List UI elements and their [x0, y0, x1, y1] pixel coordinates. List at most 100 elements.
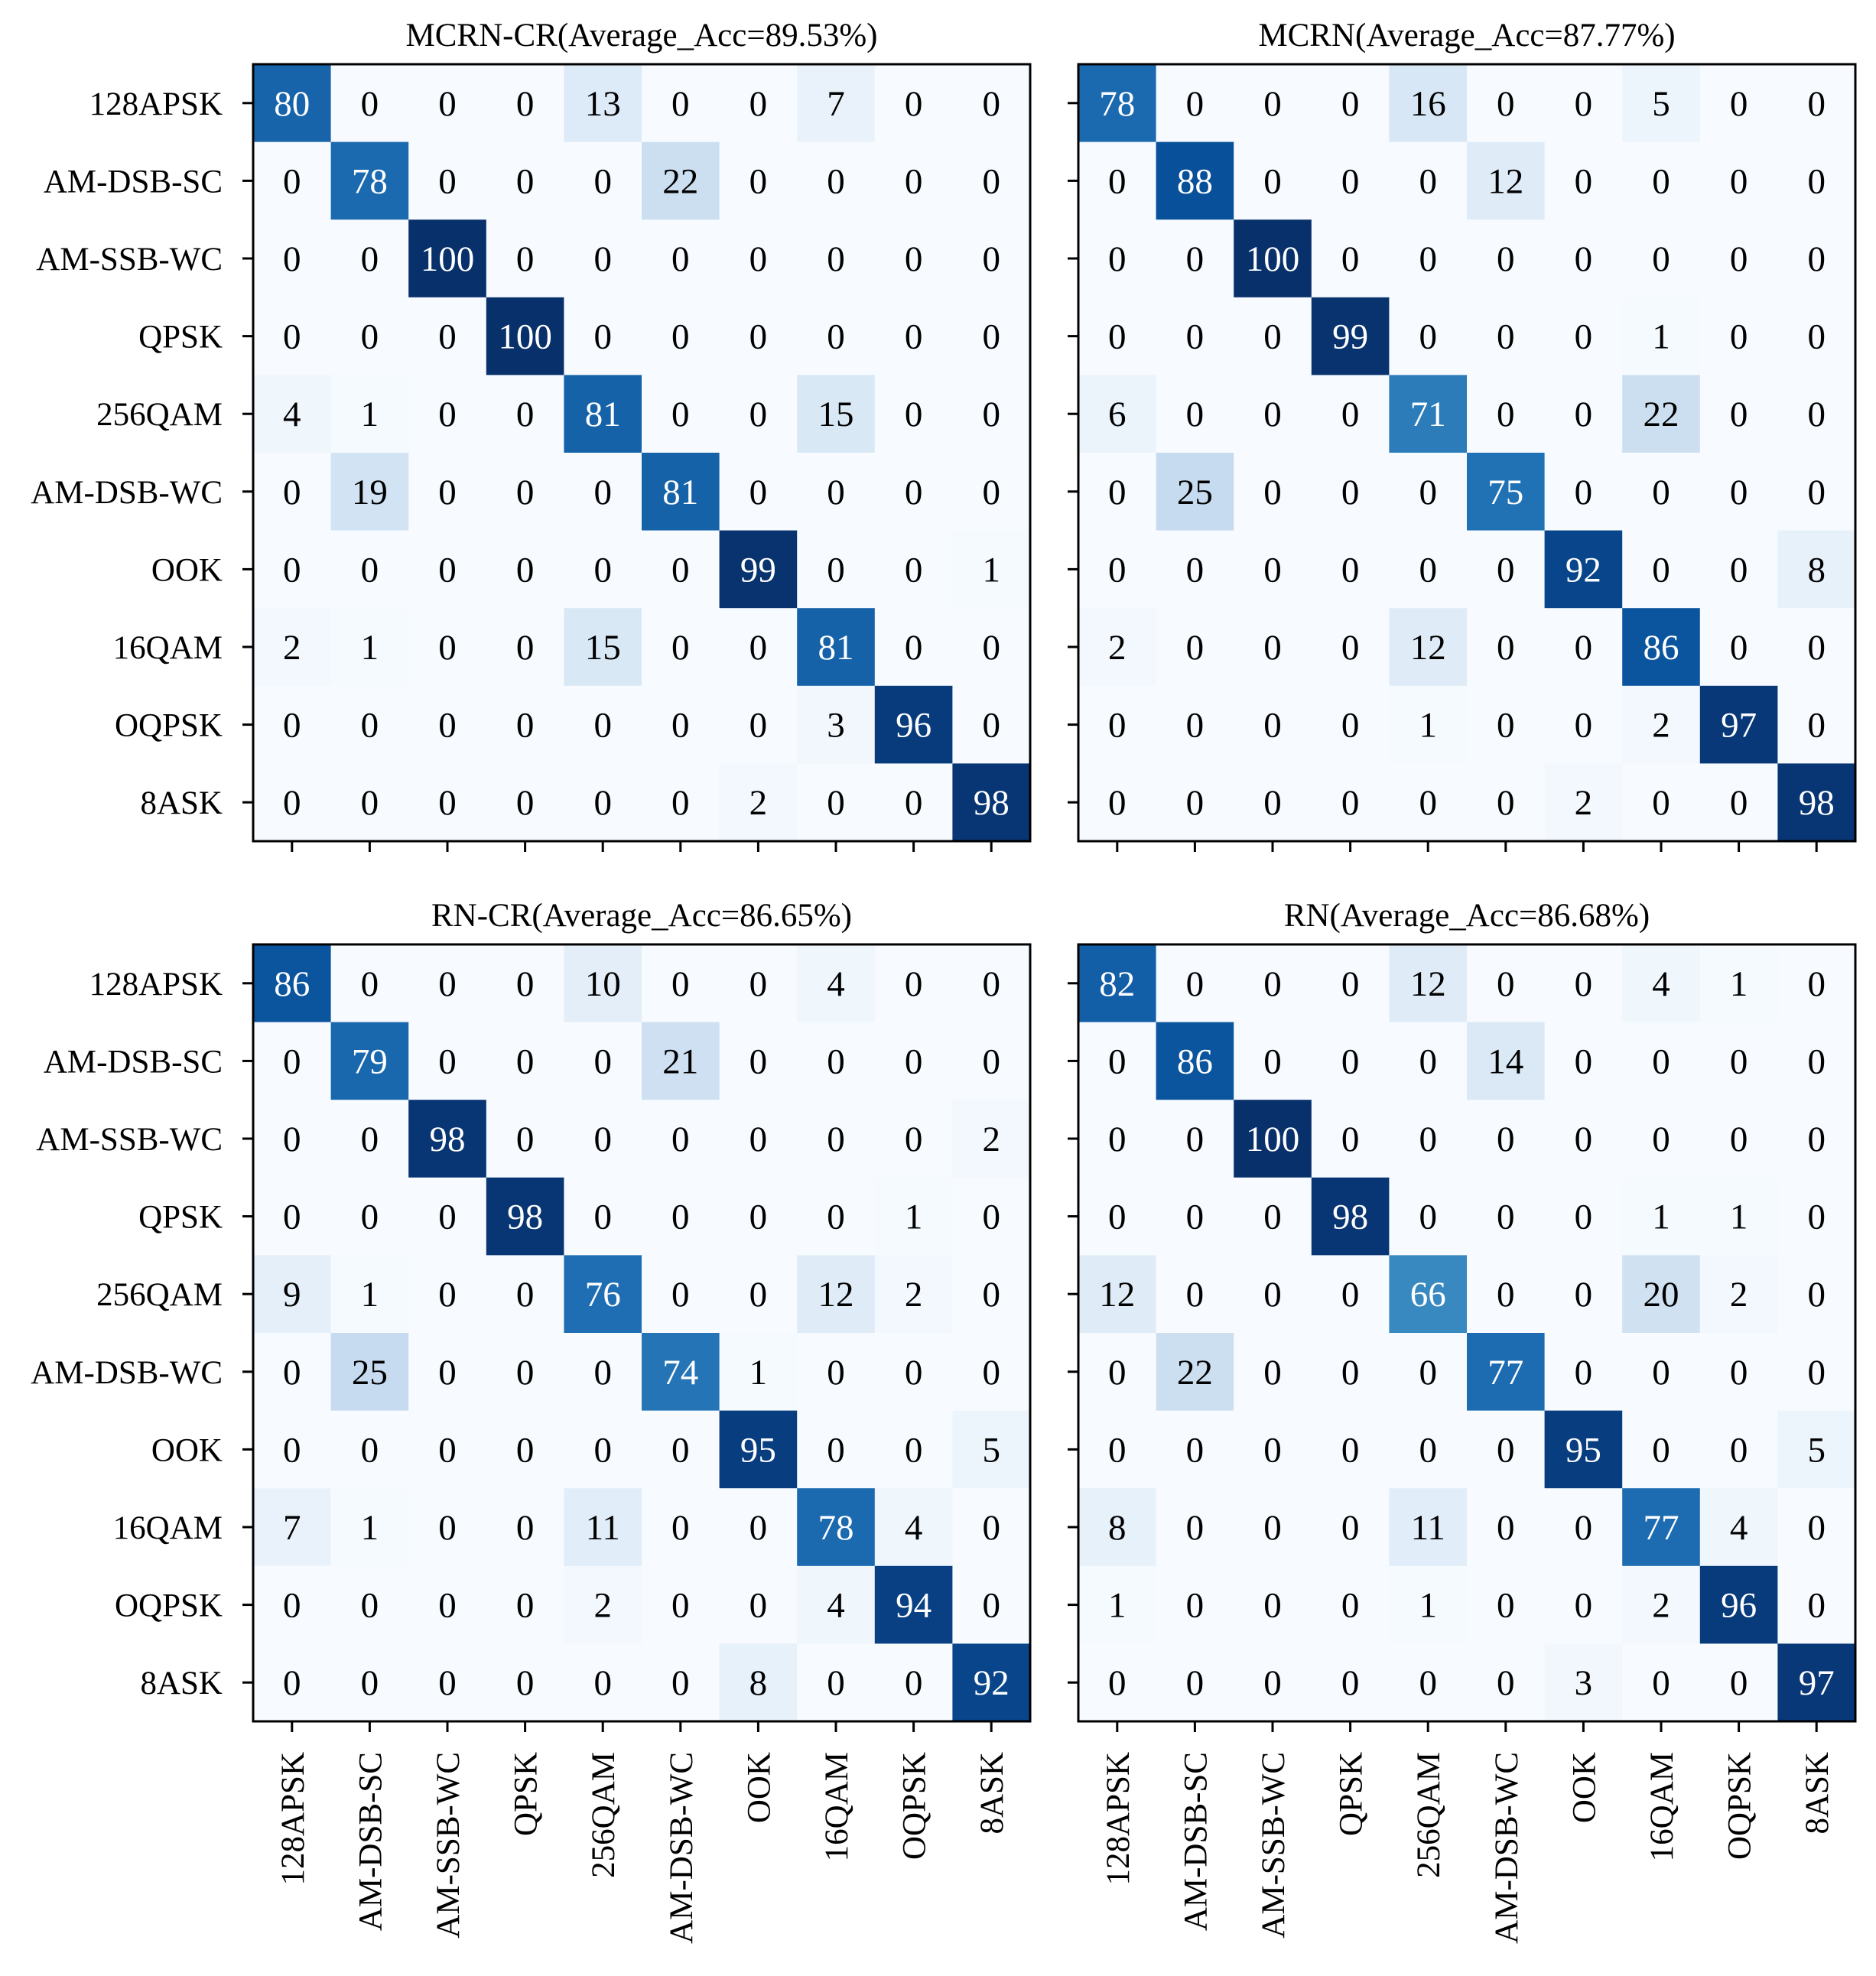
heatmap-cell — [1467, 1022, 1546, 1100]
heatmap-cell — [564, 297, 642, 375]
cell-value-label: 0 — [1108, 239, 1127, 279]
heatmap-cell — [1389, 1177, 1468, 1256]
heatmap-cell — [1389, 944, 1468, 1023]
heatmap-cell — [1777, 944, 1856, 1023]
heatmap-cell — [330, 1410, 409, 1489]
cell-value-label: 80 — [274, 84, 310, 124]
cell-value-label: 2 — [749, 783, 768, 823]
cell-value-label: 0 — [1807, 1508, 1826, 1548]
heatmap-cell — [952, 453, 1031, 531]
cell-value-label: 0 — [1730, 84, 1748, 124]
heatmap-cell — [486, 944, 564, 1023]
cell-value-label: 0 — [1341, 550, 1360, 590]
heatmap-cell — [1156, 219, 1234, 298]
heatmap-cell — [1234, 608, 1312, 687]
heatmap-cell — [253, 685, 332, 764]
cell-value-label: 0 — [438, 84, 457, 124]
x-tick-label: 256QAM — [1411, 1752, 1447, 1878]
y-tick-label: OOK — [151, 552, 223, 588]
heatmap-cell — [486, 219, 564, 298]
cell-value-label: 0 — [905, 161, 923, 201]
cell-value-label: 0 — [827, 783, 845, 823]
heatmap-cell — [1699, 944, 1778, 1023]
heatmap-cell — [1156, 64, 1234, 143]
cell-value-label: 0 — [905, 964, 923, 1004]
cell-value-label: 2 — [1108, 628, 1127, 668]
heatmap-cell — [1544, 1565, 1623, 1644]
heatmap-cell — [408, 1333, 487, 1412]
heatmap-cell — [642, 1177, 720, 1256]
cell-value-label: 96 — [896, 706, 931, 746]
cell-value-label: 0 — [1419, 317, 1437, 357]
cell-value-label: 0 — [749, 1586, 768, 1626]
heatmap-cell — [1234, 1333, 1312, 1412]
heatmap-cell — [486, 530, 564, 609]
y-tick-label: OQPSK — [115, 708, 223, 744]
heatmap-cell — [642, 1100, 720, 1178]
heatmap-cell — [1311, 530, 1390, 609]
cell-value-label: 0 — [1263, 1042, 1282, 1081]
heatmap-cell — [1156, 297, 1234, 375]
heatmap-cell — [1777, 608, 1856, 687]
cell-value-label: 81 — [662, 473, 698, 512]
cell-value-label: 0 — [982, 239, 1000, 279]
heatmap-cell — [952, 530, 1031, 609]
y-tick-label: 16QAM — [113, 1510, 223, 1546]
cell-value-label: 0 — [283, 1353, 301, 1393]
heatmap-cell — [1699, 1410, 1778, 1489]
cell-value-label: 0 — [1108, 1120, 1127, 1159]
heatmap-cell — [642, 1410, 720, 1489]
heatmap-cell — [486, 685, 564, 764]
cell-value-label: 0 — [361, 239, 379, 279]
heatmap-cell — [1544, 219, 1623, 298]
heatmap-cell — [486, 375, 564, 453]
heatmap-cell — [1699, 763, 1778, 842]
cell-value-label: 0 — [1263, 1198, 1282, 1237]
cell-value-label: 0 — [283, 317, 301, 357]
y-tick-label: 128APSK — [89, 86, 223, 122]
heatmap-cell — [1311, 1100, 1390, 1178]
heatmap-cell — [1622, 685, 1701, 764]
cell-value-label: 0 — [1341, 239, 1360, 279]
cell-value-label: 0 — [671, 706, 690, 746]
heatmap-cell — [1467, 219, 1546, 298]
cell-value-label: 1 — [361, 395, 379, 434]
cell-value-label: 4 — [1730, 1508, 1748, 1548]
heatmap-cell — [1544, 1643, 1623, 1722]
heatmap-cell — [1699, 1100, 1778, 1178]
cell-value-label: 0 — [1575, 161, 1593, 201]
heatmap-cell — [330, 944, 409, 1023]
heatmap-cell — [564, 685, 642, 764]
heatmap-cell — [719, 375, 798, 453]
heatmap-cell — [1467, 1100, 1546, 1178]
cell-value-label: 0 — [905, 628, 923, 668]
heatmap-cell — [253, 763, 332, 842]
heatmap-cell — [486, 1410, 564, 1489]
heatmap-cell — [1078, 1255, 1157, 1334]
heatmap-cell — [642, 608, 720, 687]
chart-title: RN(Average_Acc=86.68%) — [1284, 898, 1650, 934]
cell-value-label: 4 — [827, 1586, 845, 1626]
cell-value-label: 86 — [1177, 1042, 1213, 1081]
cell-value-label: 21 — [662, 1042, 698, 1081]
cell-value-label: 82 — [1099, 964, 1135, 1004]
cell-value-label: 4 — [905, 1508, 923, 1548]
heatmap-cell — [1389, 1643, 1468, 1722]
heatmap-cell — [1234, 1022, 1312, 1100]
cell-value-label: 0 — [1341, 1275, 1360, 1315]
heatmap-cell — [1078, 453, 1157, 531]
heatmap-cell — [330, 1565, 409, 1644]
cell-value-label: 0 — [283, 473, 301, 512]
heatmap-cell — [1078, 1488, 1157, 1567]
heatmap-cell — [1156, 1177, 1234, 1256]
cell-value-label: 0 — [749, 964, 768, 1004]
heatmap-cell — [1777, 64, 1856, 143]
cell-value-label: 0 — [1497, 1430, 1515, 1470]
cell-value-label: 0 — [438, 1275, 457, 1315]
cell-value-label: 0 — [1730, 239, 1748, 279]
cell-value-label: 0 — [1419, 1430, 1437, 1470]
heatmap-cell — [564, 375, 642, 453]
cell-value-label: 12 — [818, 1275, 854, 1315]
heatmap-cell — [1389, 453, 1468, 531]
heatmap-cell — [253, 219, 332, 298]
